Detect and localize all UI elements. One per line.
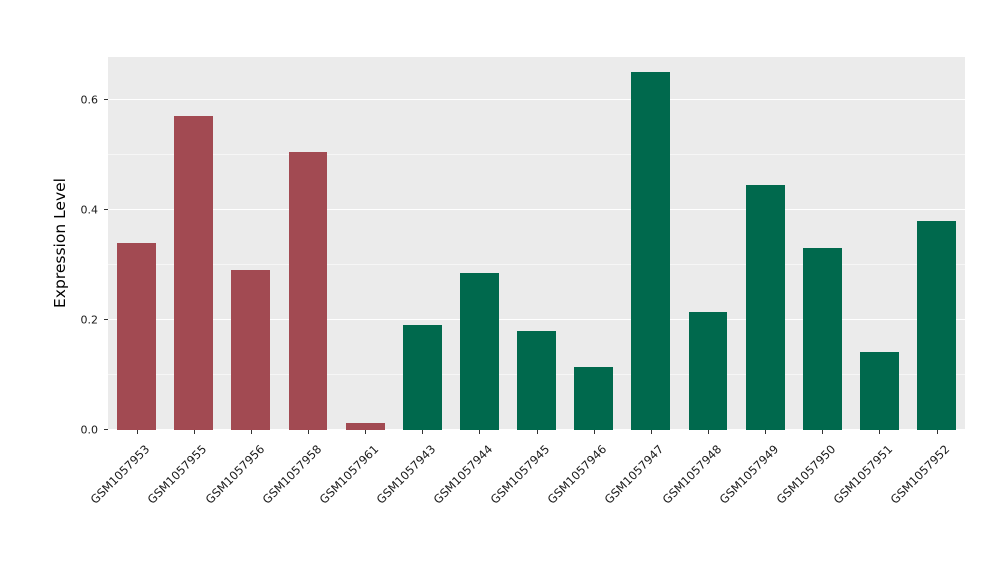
x-slot: GSM1057943	[374, 430, 451, 570]
x-slot: GSM1057948	[659, 430, 736, 570]
bar-GSM1057948	[688, 311, 728, 430]
x-tick-mark	[650, 430, 652, 434]
bar-slot	[394, 57, 451, 430]
bar-GSM1057955	[174, 116, 214, 430]
minor-gridline	[108, 263, 965, 265]
minor-gridline	[108, 153, 965, 155]
x-tick-mark	[307, 430, 309, 434]
bar-slot	[222, 57, 279, 430]
bar-slot	[508, 57, 565, 430]
x-tick-mark	[936, 430, 938, 434]
y-tick-label: 0.0	[80, 423, 99, 437]
x-slot: GSM1057944	[431, 430, 508, 570]
x-slot: GSM1057946	[545, 430, 622, 570]
bar-GSM1057947	[631, 72, 671, 430]
bars-container	[108, 57, 965, 430]
bar-GSM1057956	[231, 270, 271, 430]
x-slot: GSM1057953	[88, 430, 165, 570]
x-slot: GSM1057952	[888, 430, 965, 570]
x-tick-mark	[765, 430, 767, 434]
y-tick-mark	[104, 429, 108, 430]
bar-GSM1057950	[802, 248, 842, 430]
x-slot: GSM1057947	[602, 430, 679, 570]
major-gridline	[108, 208, 965, 210]
bar-slot	[337, 57, 394, 430]
x-tick-mark	[250, 430, 252, 434]
bar-GSM1057953	[117, 242, 156, 430]
bar-GSM1057944	[459, 273, 499, 430]
x-tick-mark	[365, 430, 367, 434]
x-tick-mark	[822, 430, 824, 434]
bar-GSM1057946	[574, 366, 614, 430]
x-axis: GSM1057953 GSM1057955 GSM1057956 GSM1057958…	[88, 430, 965, 570]
bar-slot	[794, 57, 851, 430]
bar-slot	[908, 57, 965, 430]
bar-slot	[451, 57, 508, 430]
x-tick-label: GSM1057953	[87, 442, 153, 507]
x-tick-mark	[879, 430, 881, 434]
bar-GSM1057949	[745, 185, 785, 430]
x-tick-mark	[707, 430, 709, 434]
bar-slot	[679, 57, 736, 430]
y-tick-label: 0.4	[80, 203, 99, 217]
plot-panel	[108, 57, 965, 430]
x-slot: GSM1057955	[145, 430, 222, 570]
y-tick-label: 0.6	[80, 93, 99, 107]
x-slot: GSM1057950	[774, 430, 851, 570]
bar-GSM1057951	[859, 351, 899, 430]
x-tick-mark	[479, 430, 481, 434]
bar-slot	[622, 57, 679, 430]
bar-GSM1057952	[917, 220, 956, 430]
bar-slot	[108, 57, 165, 430]
x-slot: GSM1057949	[716, 430, 794, 570]
y-tick-label: 0.2	[80, 313, 99, 327]
y-axis: 0.0 0.2 0.4 0.6	[0, 57, 108, 437]
y-tick-mark	[104, 98, 108, 100]
x-tick-mark	[136, 430, 138, 434]
major-gridline	[108, 318, 965, 320]
x-tick-mark	[593, 430, 595, 434]
x-tick-mark	[193, 430, 195, 434]
bar-slot	[565, 57, 622, 430]
bar-slot	[165, 57, 222, 430]
x-slot: GSM1057945	[488, 430, 565, 570]
x-slot: GSM1057956	[202, 430, 279, 570]
y-tick-mark	[104, 208, 108, 210]
x-slot: GSM1057951	[831, 430, 908, 570]
x-slot: GSM1057961	[316, 430, 394, 570]
x-slot: GSM1057958	[259, 430, 336, 570]
bar-slot	[279, 57, 336, 430]
bar-slot	[737, 57, 794, 430]
bar-GSM1057943	[402, 325, 442, 430]
x-tick-mark	[422, 430, 424, 434]
bar-GSM1057961	[345, 423, 385, 430]
major-gridline	[108, 98, 965, 100]
y-tick-mark	[104, 318, 108, 320]
bar-GSM1057958	[288, 152, 328, 430]
bar-slot	[851, 57, 908, 430]
bar-GSM1057945	[517, 330, 556, 430]
x-tick-mark	[536, 430, 538, 434]
